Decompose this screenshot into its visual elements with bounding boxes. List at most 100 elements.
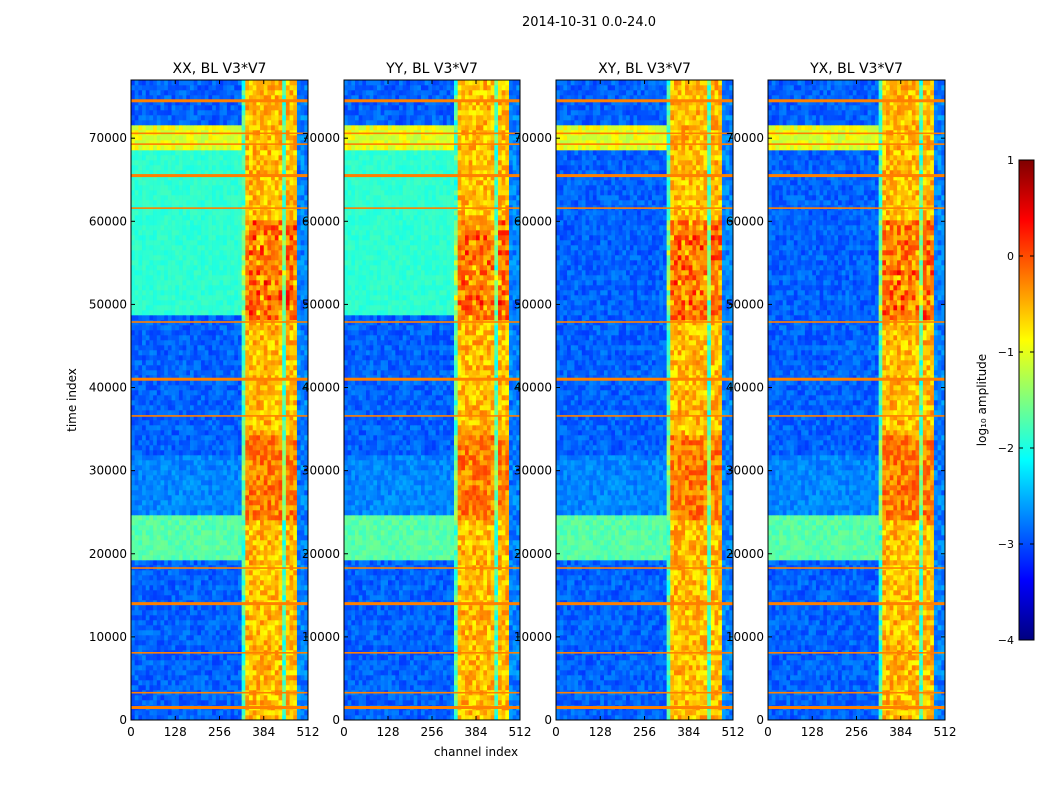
heatmap-cell [186, 345, 191, 351]
heatmap-cell [300, 630, 305, 636]
heatmap-cell [278, 365, 283, 371]
heatmap-cell [263, 380, 268, 386]
heatmap-cell [153, 545, 158, 551]
heatmap-cell [204, 510, 209, 516]
heatmap-cell [190, 500, 194, 506]
heatmap-cell [153, 310, 158, 316]
heatmap-cell [223, 470, 228, 476]
heatmap-cell [293, 255, 298, 261]
heatmap-cell [204, 530, 209, 536]
heatmap-cell [245, 255, 250, 261]
heatmap-cell [131, 230, 135, 236]
heatmap-cell [153, 645, 158, 651]
heatmap-cell [178, 590, 183, 596]
heatmap-cell [267, 450, 272, 456]
heatmap-cell [241, 710, 246, 716]
heatmap-cell [293, 250, 298, 256]
heatmap-xx [131, 80, 308, 720]
heatmap-cell [226, 580, 231, 586]
heatmap-cell [256, 630, 261, 636]
heatmap-cell [223, 635, 228, 641]
heatmap-cell [271, 270, 276, 276]
heatmap-cell [134, 655, 139, 661]
heatmap-cell [197, 390, 202, 396]
heatmap-cell [212, 270, 217, 276]
heatmap-cell [160, 640, 165, 646]
heatmap-cell [182, 540, 187, 546]
heatmap-cell [142, 465, 147, 471]
heatmap-cell [145, 360, 150, 366]
heatmap-cell [171, 365, 176, 371]
heatmap-cell [197, 250, 202, 256]
heatmap-cell [230, 420, 235, 426]
heatmap-cell [208, 670, 213, 676]
heatmap-cell [267, 355, 272, 361]
heatmap-cell [252, 220, 257, 226]
heatmap-cell [267, 395, 272, 401]
heatmap-cell [256, 365, 261, 371]
heatmap-cell [164, 440, 169, 446]
heatmap-cell [215, 590, 220, 596]
heatmap-cell [142, 500, 147, 506]
heatmap-cell [156, 220, 161, 226]
heatmap-cell [260, 250, 265, 256]
heatmap-cell [134, 675, 139, 681]
heatmap-cell [230, 335, 235, 341]
heatmap-cell [282, 695, 287, 701]
heatmap-cell [208, 230, 213, 236]
heatmap-cell [274, 200, 279, 206]
heatmap-cell [245, 645, 250, 651]
heatmap-cell [234, 580, 239, 586]
heatmap-cell [293, 445, 298, 451]
heatmap-cell [149, 610, 154, 616]
heatmap-cell [215, 440, 220, 446]
heatmap-cell [226, 200, 231, 206]
heatmap-cell [160, 400, 165, 406]
heatmap-cell [175, 435, 180, 441]
heatmap-cell [142, 515, 147, 521]
heatmap-cell [167, 310, 172, 316]
heatmap-cell [142, 255, 147, 261]
heatmap-cell [134, 525, 139, 531]
heatmap-cell [134, 250, 139, 256]
heatmap-cell [182, 255, 187, 261]
heatmap-cell [212, 640, 217, 646]
heatmap-cell [256, 495, 261, 501]
heatmap-cell [182, 615, 187, 621]
heatmap-cell [230, 215, 235, 221]
heatmap-cell [149, 425, 154, 431]
heatmap-cell [212, 525, 217, 531]
heatmap-cell [160, 335, 165, 341]
heatmap-cell [190, 220, 194, 226]
heatmap-cell [186, 560, 191, 566]
heatmap-cell [263, 225, 268, 231]
heatmap-cell [190, 585, 194, 591]
heatmap-cell [186, 625, 191, 631]
heatmap-cell [271, 305, 276, 311]
heatmap-cell [234, 230, 239, 236]
heatmap-cell [215, 575, 220, 581]
heatmap-cell [241, 715, 246, 720]
heatmap-cell [190, 420, 194, 426]
heatmap-cell [267, 375, 272, 381]
heatmap-cell [167, 470, 172, 476]
heatmap-cell [296, 665, 301, 671]
heatmap-cell [197, 505, 202, 511]
heatmap-cell [267, 500, 272, 506]
heatmap-cell [182, 645, 187, 651]
heatmap-cell [241, 495, 246, 501]
heatmap-cell [167, 505, 172, 511]
heatmap-cell [241, 230, 246, 236]
heatmap-cell [245, 310, 250, 316]
heatmap-cell [175, 240, 180, 246]
heatmap-cell [178, 425, 183, 431]
heatmap-cell [237, 520, 242, 526]
heatmap-cell [260, 280, 265, 286]
heatmap-cell [182, 575, 187, 581]
heatmap-cell [186, 325, 191, 331]
heatmap-cell [186, 385, 191, 391]
heatmap-cell [167, 380, 172, 386]
heatmap-cell [278, 375, 283, 381]
heatmap-cell [226, 370, 231, 376]
heatmap-cell [241, 520, 246, 526]
